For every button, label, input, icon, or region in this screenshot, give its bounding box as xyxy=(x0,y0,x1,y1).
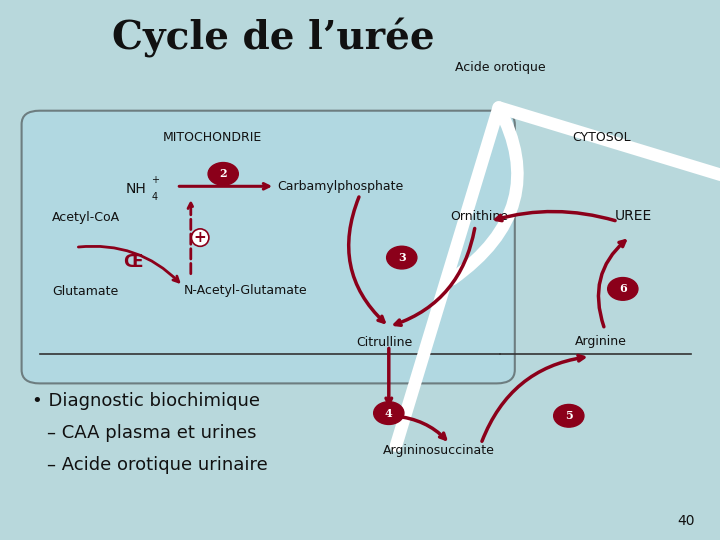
FancyArrowPatch shape xyxy=(396,107,720,446)
Circle shape xyxy=(387,246,417,269)
Text: 4: 4 xyxy=(151,192,158,202)
Text: 2: 2 xyxy=(220,168,227,179)
Text: 3: 3 xyxy=(398,252,405,263)
Text: Œ: Œ xyxy=(123,253,143,271)
Circle shape xyxy=(554,404,584,427)
Text: 6: 6 xyxy=(619,284,626,294)
Text: MITOCHONDRIE: MITOCHONDRIE xyxy=(163,131,262,144)
Text: – CAA plasma et urines: – CAA plasma et urines xyxy=(47,424,256,442)
Text: CYTOSOL: CYTOSOL xyxy=(572,131,631,144)
Text: 4: 4 xyxy=(385,408,392,418)
Text: Acide orotique: Acide orotique xyxy=(455,61,546,74)
Text: +: + xyxy=(151,174,159,185)
FancyBboxPatch shape xyxy=(22,111,515,383)
Text: Argininosuccinate: Argininosuccinate xyxy=(383,444,495,457)
Text: UREE: UREE xyxy=(615,209,652,223)
Text: – Acide orotique urinaire: – Acide orotique urinaire xyxy=(47,456,268,474)
Text: N-Acetyl-Glutamate: N-Acetyl-Glutamate xyxy=(184,284,307,297)
Text: Citrulline: Citrulline xyxy=(356,336,413,349)
Text: Carbamylphosphate: Carbamylphosphate xyxy=(277,180,403,193)
Text: Glutamate: Glutamate xyxy=(52,285,118,298)
Text: 40: 40 xyxy=(678,514,695,528)
Text: • Diagnostic biochimique: • Diagnostic biochimique xyxy=(32,392,261,409)
Text: NH: NH xyxy=(126,182,147,196)
Text: +: + xyxy=(194,230,207,245)
Text: 5: 5 xyxy=(565,410,572,421)
Text: Arginine: Arginine xyxy=(575,335,627,348)
Circle shape xyxy=(608,278,638,300)
Text: Ornithine: Ornithine xyxy=(450,210,508,222)
Circle shape xyxy=(208,163,238,185)
Circle shape xyxy=(374,402,404,424)
Text: Cycle de l’urée: Cycle de l’urée xyxy=(112,18,435,58)
Text: Acetyl-CoA: Acetyl-CoA xyxy=(52,211,120,224)
